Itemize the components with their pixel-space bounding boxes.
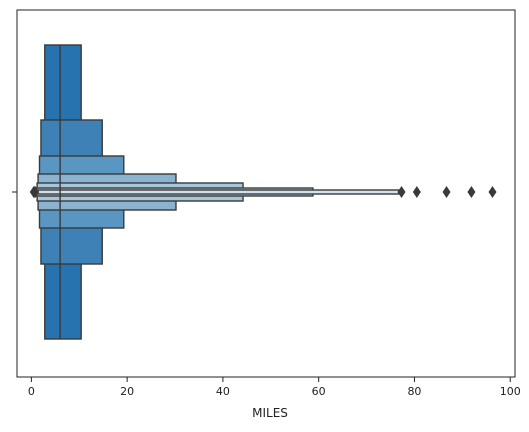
x-tick-label: 100 (500, 385, 521, 398)
outlier-point (442, 186, 451, 198)
x-tick-label: 0 (28, 385, 35, 398)
boxen-box-level-7 (34, 189, 400, 195)
outlier-point (488, 186, 497, 198)
x-tick-label: 40 (216, 385, 230, 398)
boxen-boxes (34, 44, 400, 340)
outlier-points (29, 186, 497, 198)
outlier-point (412, 186, 421, 198)
plot-area-frame (16, 9, 516, 378)
x-tick-label: 80 (407, 385, 421, 398)
x-tick-label: 20 (120, 385, 134, 398)
x-axis-label: MILES (252, 406, 288, 420)
x-tick-label: 60 (312, 385, 326, 398)
x-axis-ticks: 0 20 40 60 80 100 (28, 377, 521, 398)
outlier-point (397, 186, 406, 198)
outlier-point (467, 186, 476, 198)
outlier-point (31, 186, 40, 198)
